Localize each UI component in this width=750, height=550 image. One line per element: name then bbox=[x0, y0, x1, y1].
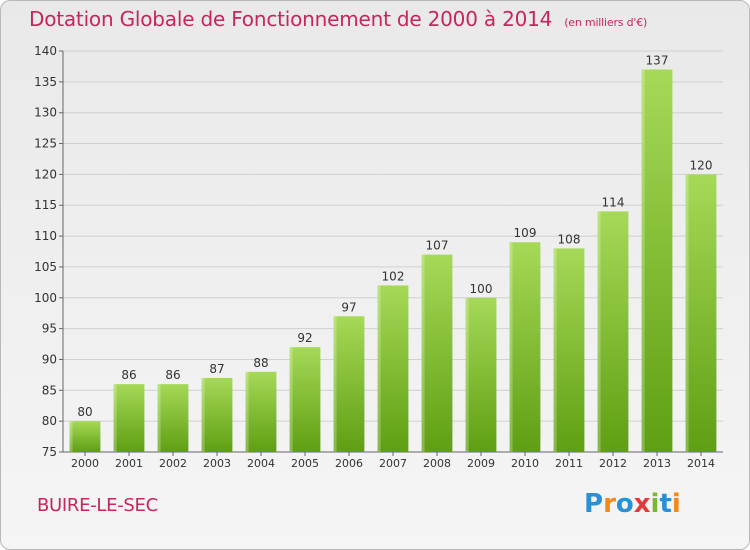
y-tick-label: 75 bbox=[42, 445, 57, 459]
commune-name: BUIRE-LE-SEC bbox=[37, 495, 158, 516]
bar-highlight bbox=[641, 69, 645, 452]
bar-highlight bbox=[201, 377, 205, 452]
x-tick-label: 2005 bbox=[291, 457, 319, 470]
y-tick-label: 85 bbox=[42, 383, 57, 397]
bar-value-label: 102 bbox=[382, 269, 405, 283]
y-tick-label: 115 bbox=[34, 198, 57, 212]
bar-highlight bbox=[597, 211, 601, 452]
bar-highlight bbox=[333, 316, 337, 452]
y-tick-label: 140 bbox=[34, 44, 57, 58]
y-tick-label: 120 bbox=[34, 167, 57, 181]
bar bbox=[113, 384, 145, 452]
bar bbox=[553, 248, 585, 452]
bar-value-label: 86 bbox=[121, 368, 136, 382]
bar bbox=[289, 347, 321, 452]
bar bbox=[245, 371, 277, 452]
bar-highlight bbox=[465, 297, 469, 452]
bar-highlight bbox=[421, 254, 425, 452]
bar-highlight bbox=[245, 371, 249, 452]
bar-value-label: 107 bbox=[426, 239, 449, 253]
bar-value-label: 97 bbox=[341, 300, 356, 314]
logo-letter: i bbox=[671, 489, 681, 519]
bar bbox=[641, 69, 673, 452]
y-tick-label: 130 bbox=[34, 106, 57, 120]
bar-highlight bbox=[509, 242, 513, 452]
y-tick-label: 105 bbox=[34, 260, 57, 274]
x-tick-label: 2001 bbox=[115, 457, 143, 470]
y-tick-label: 135 bbox=[34, 75, 57, 89]
bar-value-label: 108 bbox=[558, 232, 581, 246]
y-tick-label: 90 bbox=[42, 352, 57, 366]
bar bbox=[509, 242, 541, 452]
logo-letter: P bbox=[584, 489, 604, 519]
logo-letter: o bbox=[615, 489, 634, 519]
x-tick-label: 2012 bbox=[599, 457, 627, 470]
y-tick-label: 80 bbox=[42, 414, 57, 428]
bar bbox=[685, 174, 717, 452]
y-tick-label: 110 bbox=[34, 229, 57, 243]
bar-value-label: 114 bbox=[602, 195, 625, 209]
bar-highlight bbox=[69, 421, 73, 452]
bar bbox=[421, 254, 453, 452]
y-tick-label: 100 bbox=[34, 291, 57, 305]
bar-highlight bbox=[157, 384, 161, 452]
x-tick-label: 2006 bbox=[335, 457, 363, 470]
chart-subtitle: (en milliers d'€) bbox=[564, 16, 648, 29]
x-tick-label: 2011 bbox=[555, 457, 583, 470]
bar-highlight bbox=[553, 248, 557, 452]
x-tick-label: 2009 bbox=[467, 457, 495, 470]
bar-highlight bbox=[289, 347, 293, 452]
bar bbox=[69, 421, 101, 452]
logo-letter: x bbox=[633, 489, 651, 519]
chart-title: Dotation Globale de Fonctionnement de 20… bbox=[29, 7, 647, 31]
bar-value-label: 109 bbox=[514, 226, 537, 240]
x-tick-label: 2013 bbox=[643, 457, 671, 470]
logo-letter: r bbox=[603, 489, 616, 519]
bar-value-label: 100 bbox=[470, 282, 493, 296]
bar-highlight bbox=[113, 384, 117, 452]
bar-value-label: 137 bbox=[646, 54, 669, 68]
bar bbox=[377, 285, 409, 452]
bar-value-label: 87 bbox=[209, 362, 224, 376]
bar-highlight bbox=[685, 174, 689, 452]
bar bbox=[157, 384, 189, 452]
x-tick-label: 2002 bbox=[159, 457, 187, 470]
x-tick-label: 2010 bbox=[511, 457, 539, 470]
y-tick-label: 125 bbox=[34, 137, 57, 151]
x-tick-label: 2003 bbox=[203, 457, 231, 470]
bar bbox=[333, 316, 365, 452]
x-tick-label: 2007 bbox=[379, 457, 407, 470]
x-tick-label: 2004 bbox=[247, 457, 275, 470]
logo-letter: i bbox=[650, 489, 660, 519]
bar bbox=[465, 297, 497, 452]
proxiti-logo: Proxiti bbox=[584, 489, 681, 519]
bar-value-label: 86 bbox=[165, 368, 180, 382]
bar bbox=[201, 377, 233, 452]
chart-title-text: Dotation Globale de Fonctionnement de 20… bbox=[29, 7, 553, 31]
bar-value-label: 92 bbox=[297, 331, 312, 345]
logo-letter: t bbox=[659, 489, 672, 519]
bar bbox=[597, 211, 629, 452]
x-tick-label: 2008 bbox=[423, 457, 451, 470]
x-tick-label: 2014 bbox=[687, 457, 715, 470]
x-tick-label: 2000 bbox=[71, 457, 99, 470]
bar-value-label: 88 bbox=[253, 356, 268, 370]
bar-value-label: 80 bbox=[77, 405, 92, 419]
bar-highlight bbox=[377, 285, 381, 452]
y-tick-label: 95 bbox=[42, 322, 57, 336]
bar-value-label: 120 bbox=[690, 158, 713, 172]
